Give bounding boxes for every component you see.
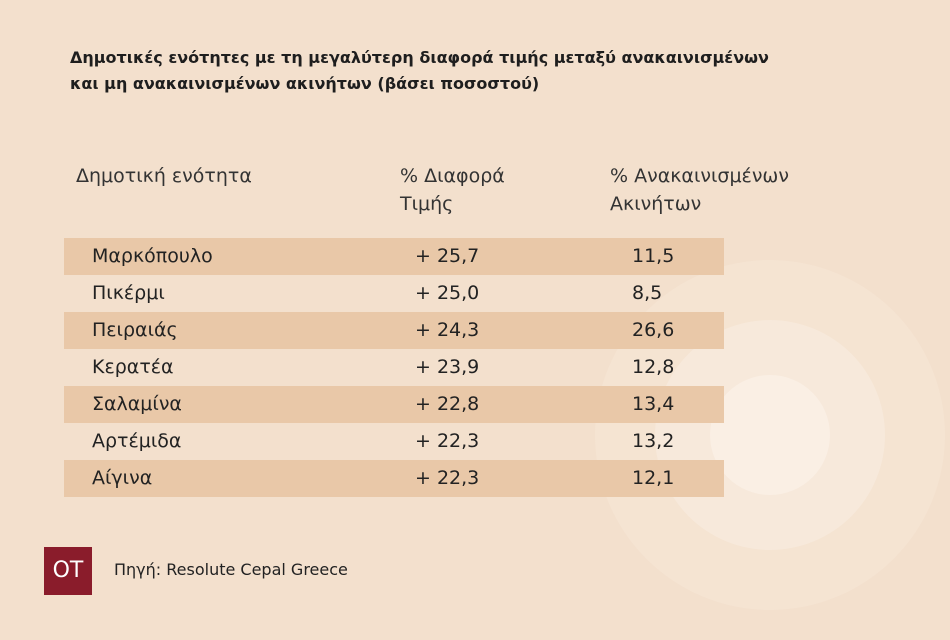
cell: Πειραιάς — [92, 319, 178, 341]
cell: + 22,3 — [415, 467, 480, 489]
cell: 12,8 — [632, 356, 675, 378]
column-header: % Διαφορά Τιμής — [400, 165, 505, 215]
column-header: Δημοτική ενότητα — [76, 165, 252, 187]
table-row: Αρτέμιδα + 22,3 13,2 — [64, 423, 724, 460]
table-row: Κερατέα + 23,9 12,8 — [64, 349, 724, 386]
table-row: Πικέρμι + 25,0 8,5 — [64, 275, 724, 312]
cell: 12,1 — [632, 467, 675, 489]
title-line: Δημοτικές ενότητες με τη μεγαλύτερη διαφ… — [70, 48, 769, 67]
table-row: Μαρκόπουλο + 25,7 11,5 — [64, 238, 724, 275]
cell: 8,5 — [632, 282, 663, 304]
cell: Αρτέμιδα — [92, 430, 182, 452]
cell: + 25,7 — [415, 245, 480, 267]
column-header: % Ανακαινισμένων Ακινήτων — [610, 165, 789, 215]
cell: Μαρκόπουλο — [92, 245, 213, 267]
source: Πηγή: Resolute Cepal Greece — [114, 560, 348, 579]
table-row: Αίγινα + 22,3 12,1 — [64, 460, 724, 497]
cell: + 22,8 — [415, 393, 480, 415]
cell: + 23,9 — [415, 356, 480, 378]
logo: OT — [44, 547, 92, 595]
title-line: και μη ανακαινισμένων ακινήτων (βάσει πο… — [70, 74, 540, 93]
cell: 13,2 — [632, 430, 675, 452]
table-row: Πειραιάς + 24,3 26,6 — [64, 312, 724, 349]
cell: Πικέρμι — [92, 282, 165, 304]
table-row: Σαλαμίνα + 22,8 13,4 — [64, 386, 724, 423]
cell: Σαλαμίνα — [92, 393, 182, 415]
cell: + 25,0 — [415, 282, 480, 304]
cell: Κερατέα — [92, 356, 174, 378]
cell: + 22,3 — [415, 430, 480, 452]
cell: + 24,3 — [415, 319, 480, 341]
cell: 26,6 — [632, 319, 675, 341]
cell: Αίγινα — [92, 467, 153, 489]
cell: 11,5 — [632, 245, 675, 267]
cell: 13,4 — [632, 393, 675, 415]
